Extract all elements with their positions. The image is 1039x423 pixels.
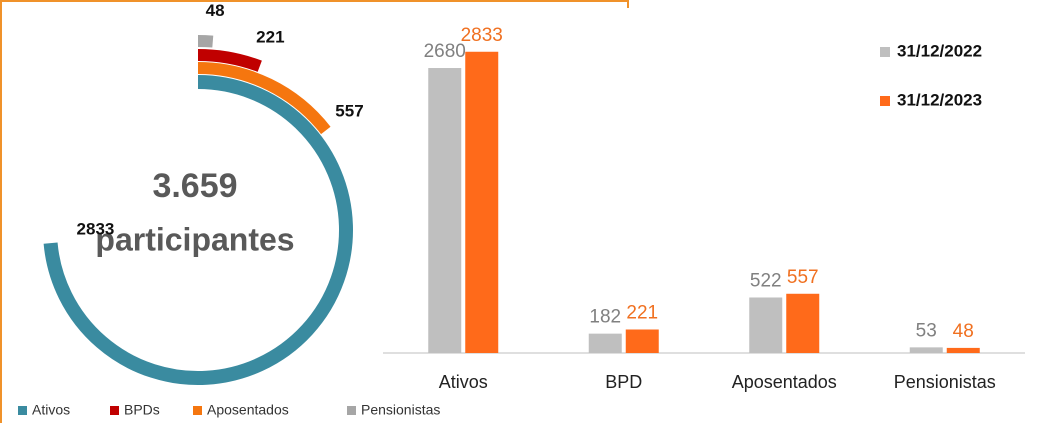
data-label: 48	[206, 1, 225, 20]
bar	[428, 68, 462, 353]
x-tick-label: Pensionistas	[894, 372, 996, 392]
x-tick-label: BPD	[605, 372, 642, 392]
legend-swatch	[880, 47, 890, 57]
data-label: 2833	[77, 220, 115, 239]
legend-label: BPDs	[124, 402, 160, 418]
radial-bar	[197, 35, 214, 48]
bar	[465, 51, 499, 354]
frame	[0, 0, 629, 423]
data-label: 53	[916, 320, 937, 341]
legend-label: Pensionistas	[361, 402, 440, 418]
data-label: 221	[256, 28, 284, 47]
bar	[588, 333, 622, 353]
legend-swatch	[18, 406, 27, 415]
x-tick-label: Aposentados	[732, 372, 837, 392]
legend-label: 31/12/2022	[897, 41, 982, 60]
bar	[786, 293, 820, 353]
legend-label: 31/12/2023	[897, 90, 982, 109]
data-label: 221	[626, 303, 658, 324]
bar	[625, 329, 659, 353]
data-label: 557	[787, 267, 819, 288]
data-label: 557	[335, 101, 363, 120]
bar	[909, 347, 943, 353]
legend-swatch	[110, 406, 119, 415]
data-label: 48	[953, 321, 974, 342]
data-label: 2833	[461, 25, 503, 46]
radial-bar	[197, 62, 331, 135]
center-sublabel: participantes	[95, 221, 294, 257]
radial-bar	[197, 49, 262, 72]
data-label: 522	[750, 271, 782, 292]
legend-label: Ativos	[32, 402, 70, 418]
bar	[749, 297, 783, 353]
x-tick-label: Ativos	[439, 372, 488, 392]
center-label: 3.659	[152, 167, 237, 205]
data-label: 182	[589, 307, 621, 328]
bar	[946, 347, 980, 353]
legend-swatch	[880, 96, 890, 106]
legend-swatch	[193, 406, 202, 415]
data-label: 2680	[424, 41, 466, 62]
legend-label: Aposentados	[207, 402, 289, 418]
legend-swatch	[347, 406, 356, 415]
radial-bar	[43, 75, 353, 385]
